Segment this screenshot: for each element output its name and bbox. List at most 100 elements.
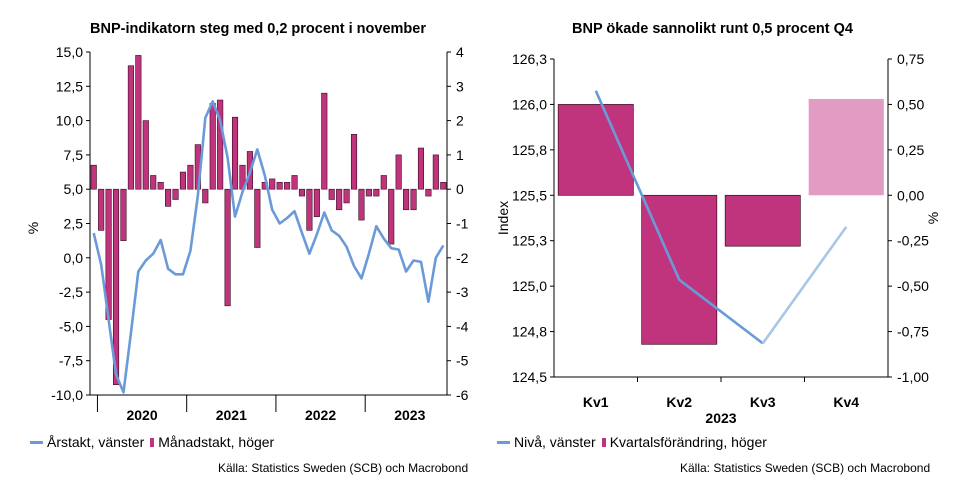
y-right-tick-label: -5 bbox=[456, 353, 469, 369]
bar-manadstakt bbox=[417, 147, 425, 190]
y-left-tick-label: -2,5 bbox=[59, 284, 83, 300]
y-right-tick-label: 0,50 bbox=[897, 96, 924, 112]
y-right-tick-label: -2 bbox=[456, 250, 469, 266]
bar-manadstakt bbox=[403, 188, 410, 211]
y-left-axis-label: Index bbox=[495, 201, 511, 235]
y-right-tick-label: 2 bbox=[456, 113, 464, 129]
bar-manadstakt bbox=[187, 164, 194, 190]
bar-manadstakt bbox=[395, 154, 402, 190]
y-left-tick-label: 124,8 bbox=[512, 324, 547, 340]
y-left-axis-label: % bbox=[25, 222, 41, 234]
line-niva bbox=[594, 90, 764, 345]
legend-line-swatch bbox=[30, 440, 43, 444]
y-left-tick-label: -7,5 bbox=[59, 353, 83, 369]
bar-manadstakt bbox=[313, 188, 320, 217]
x-tick-label: Kv2 bbox=[666, 394, 692, 410]
y-right-tick-label: 0,00 bbox=[897, 187, 924, 203]
x-tick-label: 2023 bbox=[394, 407, 425, 423]
bar-manadstakt bbox=[298, 188, 306, 197]
legend-label-niva: Nivå, vänster bbox=[514, 434, 596, 450]
y-left-tick-label: 15,0 bbox=[56, 44, 83, 60]
x-tick-label: 2020 bbox=[126, 407, 157, 423]
bar-manadstakt bbox=[150, 175, 157, 190]
y-left-tick-label: 5,0 bbox=[64, 181, 84, 197]
bar-manadstakt bbox=[120, 188, 127, 241]
bar-manadstakt bbox=[336, 188, 343, 211]
y-right-tick-label: 0 bbox=[456, 181, 464, 197]
chart-1-plot: 15,0 12,5 10,0 7,5 5,0 2,5 0,0 -2,5 -5,0 -7,5 -10,… bbox=[25, 44, 469, 423]
bar-manadstakt bbox=[179, 171, 187, 190]
bar-manadstakt bbox=[373, 188, 380, 197]
y-right-tick-label: -6 bbox=[456, 387, 469, 403]
bar-manadstakt bbox=[350, 134, 358, 190]
y-right-tick-label: -1,00 bbox=[897, 369, 929, 385]
bar-manadstakt bbox=[276, 182, 283, 190]
bar-manadstakt bbox=[440, 182, 447, 190]
bar-manadstakt bbox=[172, 188, 179, 200]
bar-kvartalsforandring bbox=[808, 98, 884, 196]
y-left-tick-label: 126,3 bbox=[512, 51, 547, 67]
bar-manadstakt bbox=[284, 182, 291, 190]
y-left-tick-label: 125,0 bbox=[512, 278, 547, 294]
y-left-tick-label: 124,5 bbox=[512, 369, 547, 385]
legend-bar-swatch bbox=[601, 437, 606, 447]
bar-manadstakt bbox=[410, 188, 417, 211]
bar-manadstakt bbox=[231, 116, 239, 190]
legend-label-kvartal: Kvartalsförändring, höger bbox=[609, 434, 767, 450]
bar-manadstakt bbox=[209, 103, 216, 190]
y-right-tick-label: -0,25 bbox=[897, 233, 929, 249]
bar-manadstakt bbox=[291, 175, 298, 190]
chart-2-source: Källa: Statistics Sweden (SCB) och Macro… bbox=[680, 461, 931, 475]
y-right-tick-label: 4 bbox=[456, 44, 464, 60]
line-arstakt bbox=[92, 100, 445, 394]
bar-manadstakt bbox=[269, 178, 276, 190]
bar-manadstakt bbox=[380, 175, 387, 190]
chart-1-title: BNP-indikatorn steg med 0,2 procent i no… bbox=[90, 21, 426, 37]
bar-manadstakt bbox=[142, 120, 149, 190]
y-right-tick-label: 1 bbox=[456, 147, 464, 163]
legend-line-swatch bbox=[497, 440, 510, 444]
legend-label-arstakt: Årstakt, vänster bbox=[47, 434, 145, 450]
y-left-tick-label: -5,0 bbox=[59, 318, 83, 334]
x-tick-label: Kv3 bbox=[750, 394, 776, 410]
x-tick-label: 2021 bbox=[216, 407, 247, 423]
x-axis-label: 2023 bbox=[705, 410, 736, 426]
y-right-tick-label: -0,50 bbox=[897, 278, 929, 294]
bar-manadstakt bbox=[365, 188, 372, 197]
line-niva-forecast bbox=[761, 226, 848, 345]
bar-manadstakt bbox=[321, 92, 328, 190]
chart-2-plot: 126,3 126,0 125,8 125,5 125,3 125,0 124,8 124,5… bbox=[495, 51, 941, 426]
bar-manadstakt bbox=[98, 188, 105, 231]
y-right-tick-label: 0,25 bbox=[897, 142, 924, 158]
bar-manadstakt bbox=[90, 164, 97, 190]
bar-manadstakt bbox=[388, 188, 395, 245]
bar-manadstakt bbox=[112, 188, 120, 386]
y-left-tick-label: 0,0 bbox=[64, 250, 84, 266]
bar-manadstakt bbox=[432, 154, 439, 190]
chart-2-legend: Nivå, vänster Kvartalsförändring, höger bbox=[497, 434, 767, 450]
legend-bar-swatch bbox=[150, 437, 155, 447]
x-tick-label: Kv1 bbox=[583, 394, 609, 410]
y-left-tick-label: 7,5 bbox=[64, 147, 84, 163]
y-right-tick-label: 3 bbox=[456, 78, 464, 94]
bar-manadstakt bbox=[202, 188, 209, 204]
y-right-tick-label: -1 bbox=[456, 216, 469, 232]
y-left-tick-label: 2,5 bbox=[64, 216, 84, 232]
y-right-tick-label: -3 bbox=[456, 284, 469, 300]
bar-manadstakt bbox=[343, 188, 350, 204]
y-left-tick-label: 12,5 bbox=[56, 78, 83, 94]
y-right-tick-label: 0,75 bbox=[897, 51, 924, 67]
x-tick-label: 2022 bbox=[305, 407, 336, 423]
bar-manadstakt bbox=[328, 188, 335, 200]
y-right-tick-label: -0,75 bbox=[897, 324, 929, 340]
bar-manadstakt bbox=[306, 188, 313, 231]
y-left-tick-label: 10,0 bbox=[56, 113, 83, 129]
y-left-tick-label: -10,0 bbox=[51, 387, 83, 403]
bar-manadstakt bbox=[358, 188, 365, 221]
bar-manadstakt bbox=[224, 188, 231, 307]
chart-1-legend: Årstakt, vänster Månadstakt, höger bbox=[30, 434, 274, 450]
bar-manadstakt bbox=[217, 99, 224, 190]
bar-manadstakt bbox=[254, 188, 261, 248]
y-right-axis-label: % bbox=[925, 212, 941, 224]
y-left-tick-label: 125,3 bbox=[512, 233, 547, 249]
